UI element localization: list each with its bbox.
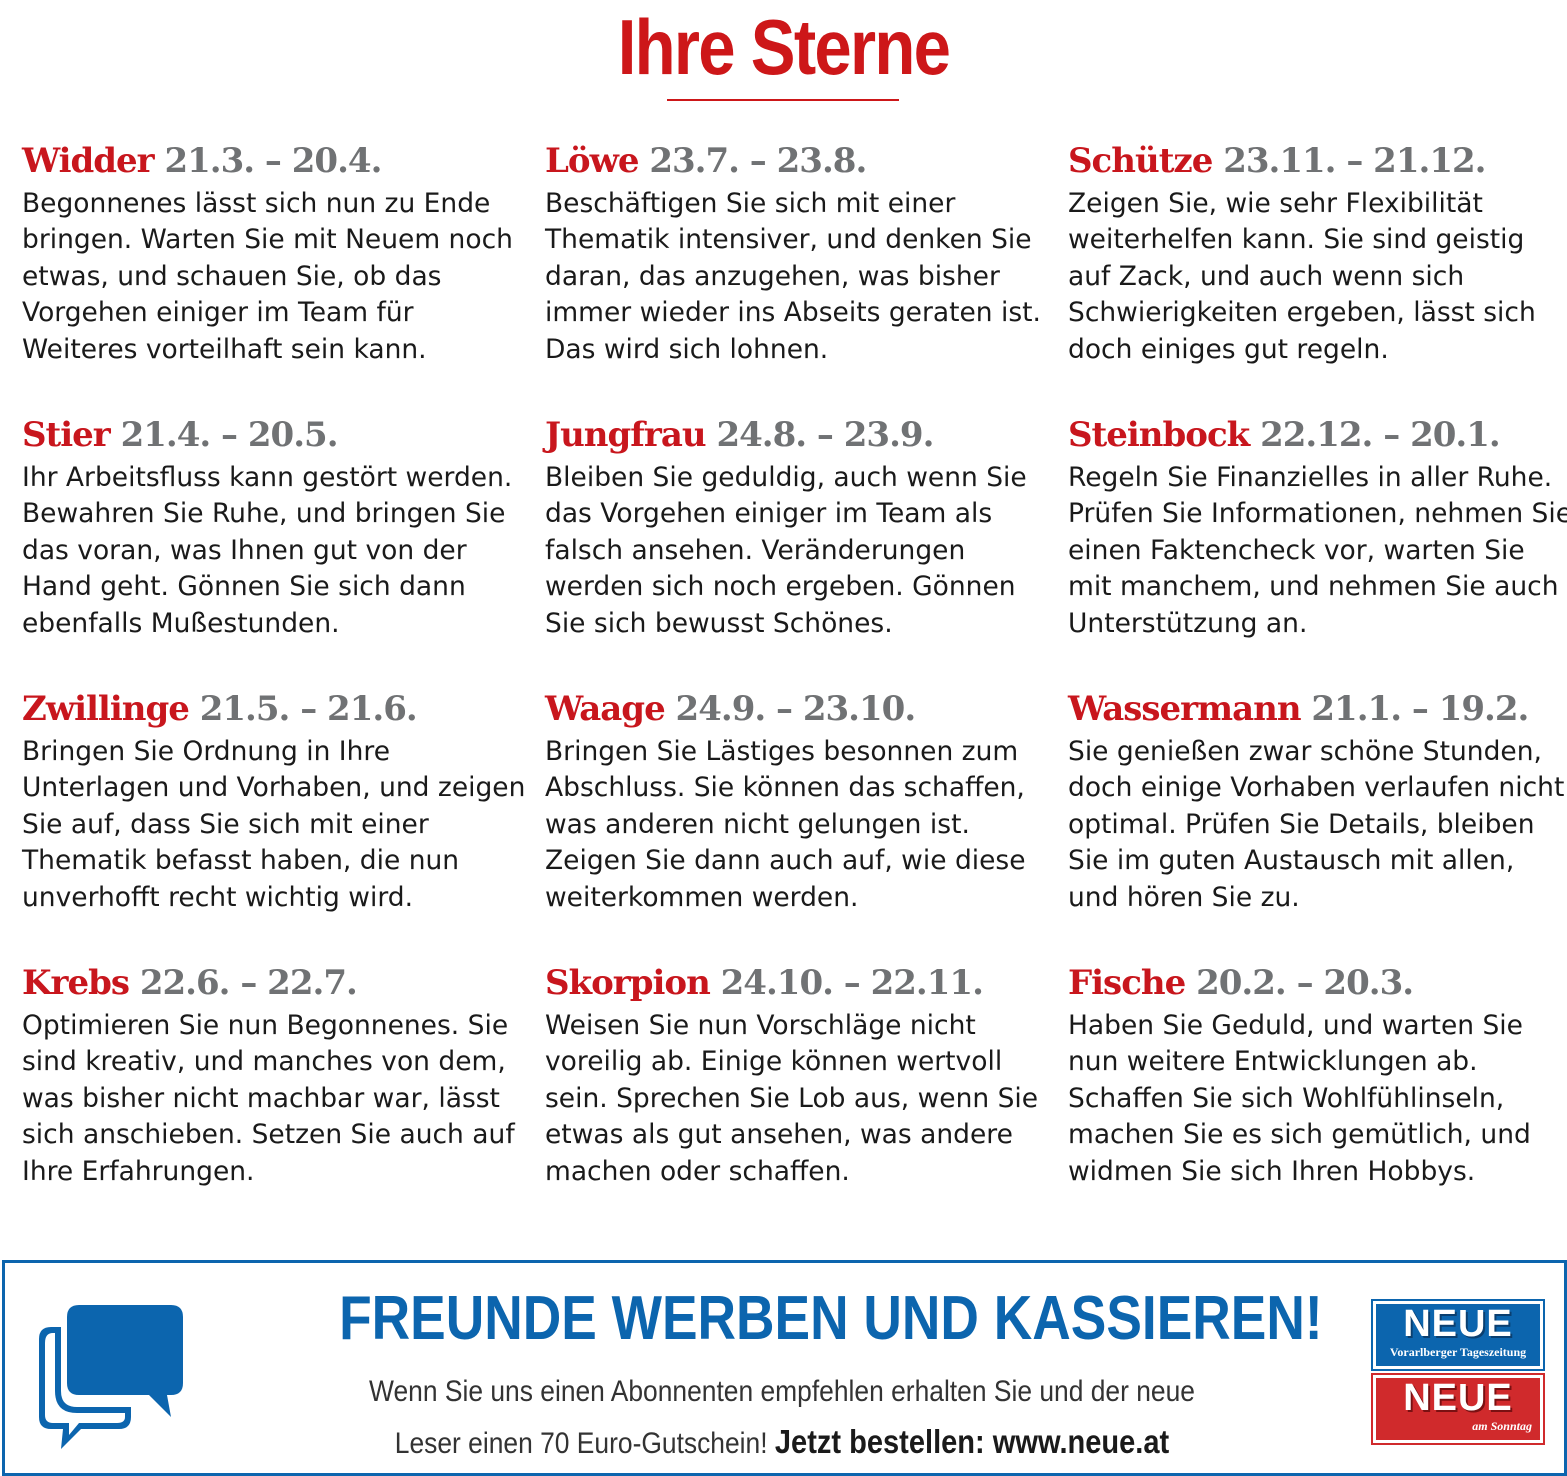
neue-vorarlberger-logo: NEUE Vorarlberger Tageszeitung	[1371, 1299, 1545, 1371]
title-divider	[667, 99, 899, 101]
sign-text: Sie genießen zwar schöne Stunden, doch e…	[1068, 736, 1565, 913]
horoscope-krebs: Krebs 22.6. – 22.7. Optimieren Sie nun B…	[22, 964, 527, 1190]
sign-dates: 24.8. – 23.9.	[716, 415, 934, 455]
sign-name: Löwe	[545, 141, 639, 181]
sign-text: Bleiben Sie geduldig, auch wenn Sie das …	[545, 462, 1027, 639]
horoscope-loewe: Löwe 23.7. – 23.8. Beschäftigen Sie sich…	[545, 142, 1050, 368]
promo-text-line2-plain: Leser einen 70 Euro-Gutschein!	[394, 1427, 768, 1460]
horoscope-jungfrau: Jungfrau 24.8. – 23.9. Bleiben Sie gedul…	[545, 416, 1050, 642]
sign-name: Wassermann	[1068, 689, 1302, 729]
sign-name: Jungfrau	[545, 415, 707, 455]
sign-dates: 21.1. – 19.2.	[1311, 689, 1529, 729]
sign-name: Zwillinge	[22, 689, 190, 729]
sign-dates: 21.4. – 20.5.	[120, 415, 339, 455]
horoscope-skorpion: Skorpion 24.10. – 22.11. Weisen Sie nun …	[545, 964, 1050, 1190]
sign-name: Fische	[1068, 963, 1186, 1003]
sign-dates: 21.3. – 20.4.	[164, 141, 382, 181]
order-link[interactable]: Jetzt bestellen: www.neue.at	[774, 1423, 1170, 1460]
promo-headline: FREUNDE WERBEN UND KASSIEREN!	[339, 1284, 1323, 1353]
sign-dates: 22.12. – 20.1.	[1260, 415, 1501, 455]
sign-name: Stier	[22, 415, 111, 455]
logo-subtitle: Vorarlberger Tageszeitung	[1376, 1344, 1540, 1360]
sign-dates: 24.9. – 23.10.	[675, 689, 917, 729]
sign-dates: 24.10. – 22.11.	[720, 963, 984, 1003]
sign-text: Weisen Sie nun Vorschläge nicht voreilig…	[545, 1010, 1039, 1187]
horoscope-wassermann: Wassermann 21.1. – 19.2. Sie genießen zw…	[1068, 690, 1567, 916]
promo-text-line1: Wenn Sie uns einen Abonnenten empfehlen …	[369, 1375, 1195, 1408]
sign-text: Regeln Sie Finanzielles in aller Ruhe. P…	[1068, 462, 1567, 639]
sign-dates: 21.5. – 21.6.	[199, 689, 418, 729]
horoscope-zwillinge: Zwillinge 21.5. – 21.6. Bringen Sie Ordn…	[22, 690, 527, 916]
sign-text: Beschäftigen Sie sich mit einer Thematik…	[545, 188, 1041, 365]
sign-name: Skorpion	[545, 963, 711, 1003]
sign-text: Optimieren Sie nun Begonnenes. Sie sind …	[22, 1010, 515, 1187]
promo-banner[interactable]: FREUNDE WERBEN UND KASSIEREN! Wenn Sie u…	[2, 1260, 1567, 1476]
logo-word: NEUE	[1403, 1303, 1513, 1345]
sign-dates: 23.7. – 23.8.	[649, 141, 867, 181]
sign-name: Krebs	[22, 963, 130, 1003]
horoscope-stier: Stier 21.4. – 20.5. Ihr Arbeitsfluss kan…	[22, 416, 527, 642]
sign-text: Zeigen Sie, wie sehr Flexibilität weiter…	[1068, 188, 1536, 365]
logo-word: NEUE	[1403, 1377, 1513, 1419]
sign-name: Widder	[22, 141, 155, 181]
sign-dates: 22.6. – 22.7.	[139, 963, 358, 1003]
sign-dates: 23.11. – 21.12.	[1223, 141, 1486, 181]
horoscope-widder: Widder 21.3. – 20.4. Begonnenes lässt si…	[22, 142, 527, 368]
promo-text-line2: Leser einen 70 Euro-Gutschein! Jetzt bes…	[329, 1423, 1235, 1461]
sign-name: Steinbock	[1068, 415, 1250, 455]
sign-name: Schütze	[1068, 141, 1213, 181]
sign-text: Ihr Arbeitsfluss kann gestört werden. Be…	[22, 462, 513, 639]
sign-text: Begonnenes lässt sich nun zu Ende bringe…	[22, 188, 513, 365]
sign-text: Haben Sie Geduld, und warten Sie nun wei…	[1068, 1010, 1531, 1187]
sign-text: Bringen Sie Ordnung in Ihre Unterlagen u…	[22, 736, 526, 913]
neue-am-sonntag-logo: NEUE am Sonntag	[1371, 1373, 1545, 1445]
horoscope-waage: Waage 24.9. – 23.10. Bringen Sie Lästige…	[545, 690, 1050, 916]
horoscope-schuetze: Schütze 23.11. – 21.12. Zeigen Sie, wie …	[1068, 142, 1567, 368]
logo-subtitle: am Sonntag	[1376, 1418, 1540, 1434]
horoscope-fische: Fische 20.2. – 20.3. Haben Sie Geduld, u…	[1068, 964, 1567, 1190]
chat-bubbles-icon	[39, 1305, 183, 1449]
horoscope-steinbock: Steinbock 22.12. – 20.1. Regeln Sie Fina…	[1068, 416, 1567, 642]
sign-text: Bringen Sie Lästiges besonnen zum Abschl…	[545, 736, 1026, 913]
sign-dates: 20.2. – 20.3.	[1196, 963, 1414, 1003]
page-title: Ihre Sterne	[617, 3, 951, 91]
sign-name: Waage	[545, 689, 666, 729]
